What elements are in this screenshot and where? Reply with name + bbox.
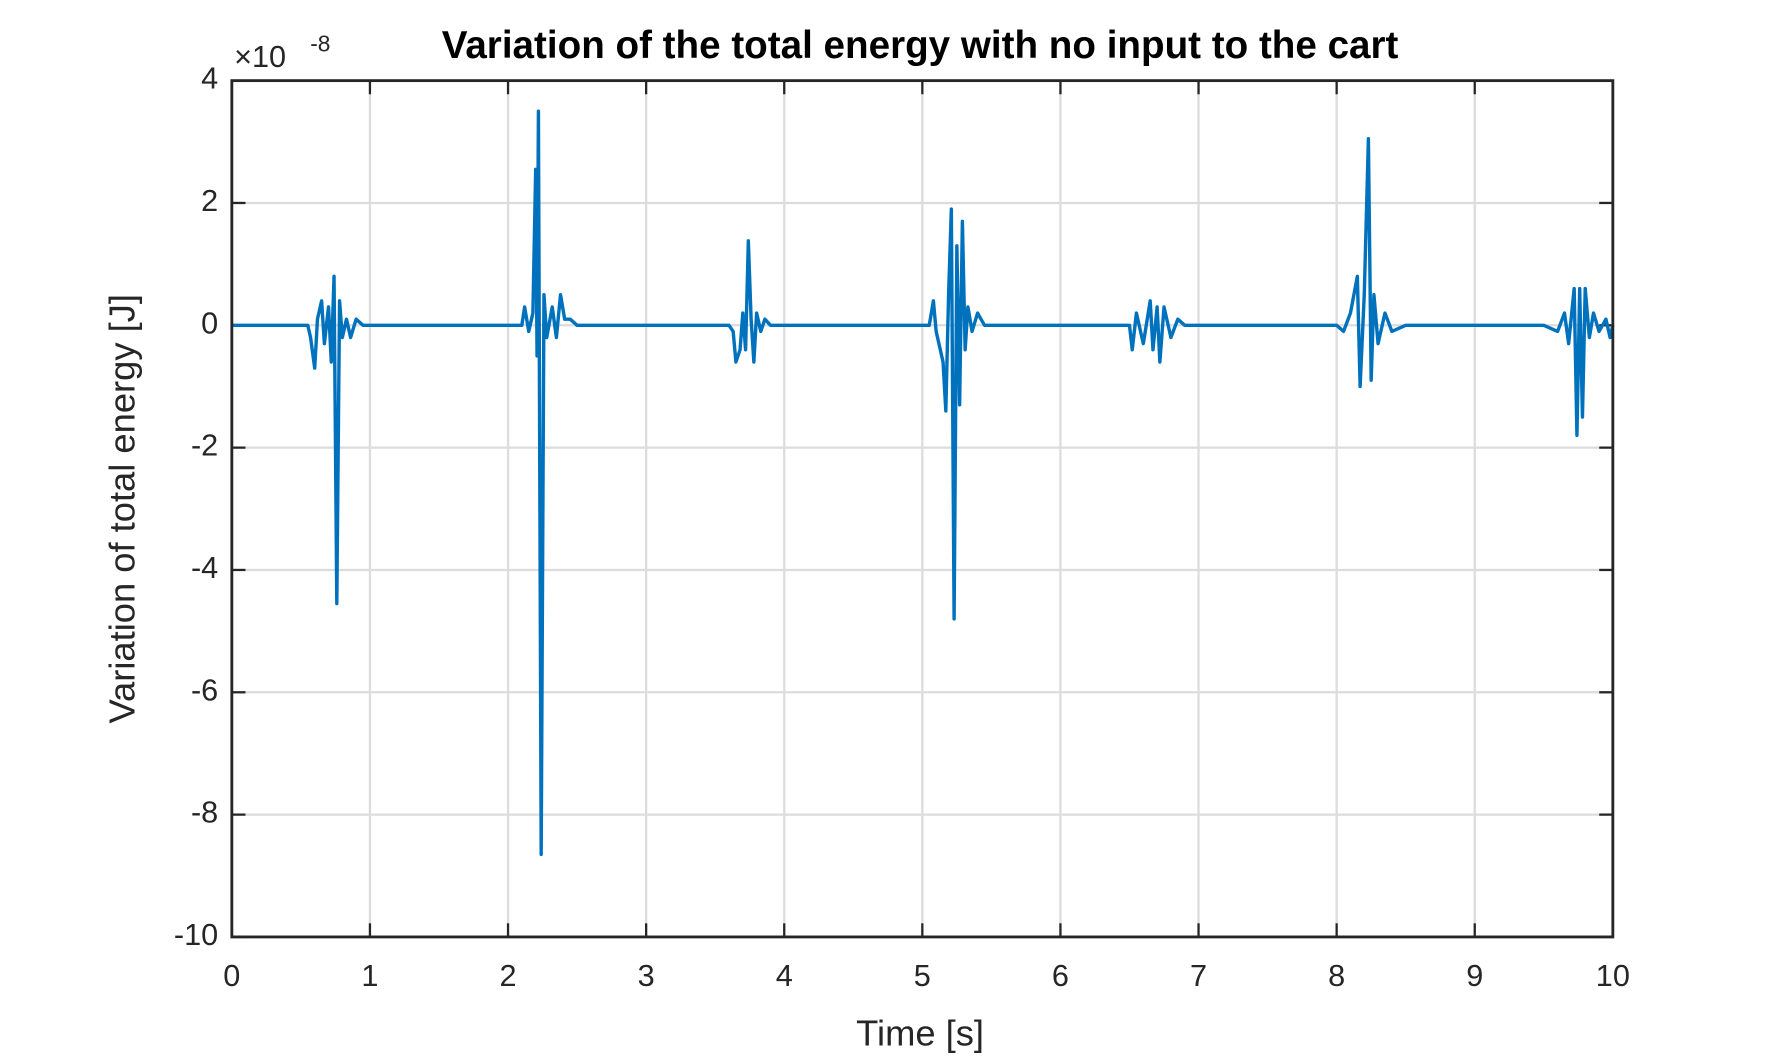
x-tick-label: 4 — [776, 959, 793, 993]
x-tick-label: 3 — [638, 959, 655, 993]
y-tick-label: -10 — [174, 918, 218, 952]
x-tick-label: 2 — [500, 959, 517, 993]
x-tick-label: 8 — [1328, 959, 1345, 993]
y-tick-label: -4 — [191, 551, 218, 585]
y-tick-label: -8 — [191, 796, 218, 830]
x-tick-label: 10 — [1596, 959, 1630, 993]
x-tick-label: 0 — [223, 959, 240, 993]
x-tick-label: 6 — [1052, 959, 1069, 993]
y-axis-label: Variation of total energy [J] — [102, 294, 143, 723]
x-tick-label: 5 — [914, 959, 931, 993]
x-tick-label: 9 — [1466, 959, 1483, 993]
y-exponent: -8 — [310, 30, 330, 56]
y-multiplier: ×10 — [234, 40, 286, 74]
y-tick-label: -2 — [191, 429, 218, 463]
x-tick-label: 1 — [361, 959, 378, 993]
x-tick-label: 7 — [1190, 959, 1207, 993]
y-tick-label: 0 — [201, 306, 218, 340]
plot-frame — [230, 79, 1615, 939]
y-tick-label: 4 — [201, 62, 218, 96]
y-tick-label: 2 — [201, 184, 218, 218]
data-line — [231, 109, 1615, 857]
chart-title: Variation of the total energy with no in… — [442, 24, 1399, 67]
x-axis-label: Time [s] — [856, 1012, 984, 1053]
y-tick-label: -6 — [191, 673, 218, 707]
